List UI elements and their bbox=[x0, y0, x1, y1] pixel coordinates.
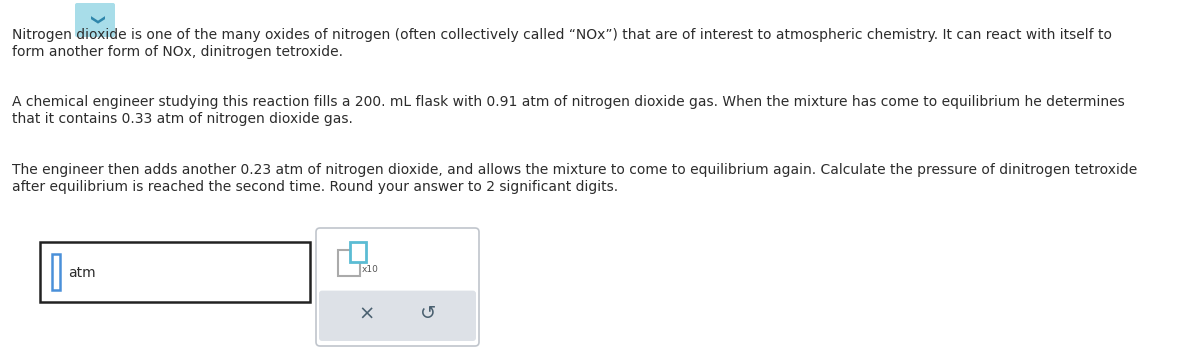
Text: form another form of NOx, dinitrogen tetroxide.: form another form of NOx, dinitrogen tet… bbox=[12, 45, 343, 59]
Text: ❯: ❯ bbox=[88, 15, 102, 26]
Text: The engineer then adds another 0.23 atm of nitrogen dioxide, and allows the mixt: The engineer then adds another 0.23 atm … bbox=[12, 163, 1138, 177]
Text: x10: x10 bbox=[362, 265, 379, 274]
Text: Nitrogen dioxide is one of the many oxides of nitrogen (often collectively calle: Nitrogen dioxide is one of the many oxid… bbox=[12, 28, 1112, 42]
Text: ↺: ↺ bbox=[420, 304, 437, 323]
FancyBboxPatch shape bbox=[319, 291, 476, 341]
FancyBboxPatch shape bbox=[40, 242, 310, 302]
FancyBboxPatch shape bbox=[316, 228, 479, 346]
FancyBboxPatch shape bbox=[338, 250, 360, 276]
Text: after equilibrium is reached the second time. Round your answer to 2 significant: after equilibrium is reached the second … bbox=[12, 180, 618, 194]
Text: A chemical engineer studying this reaction fills a 200. mL flask with 0.91 atm o: A chemical engineer studying this reacti… bbox=[12, 95, 1124, 109]
Text: ×: × bbox=[359, 304, 374, 323]
FancyBboxPatch shape bbox=[74, 3, 115, 37]
FancyBboxPatch shape bbox=[350, 242, 366, 262]
Text: atm: atm bbox=[68, 266, 96, 280]
FancyBboxPatch shape bbox=[52, 254, 60, 290]
Text: that it contains 0.33 atm of nitrogen dioxide gas.: that it contains 0.33 atm of nitrogen di… bbox=[12, 112, 353, 126]
